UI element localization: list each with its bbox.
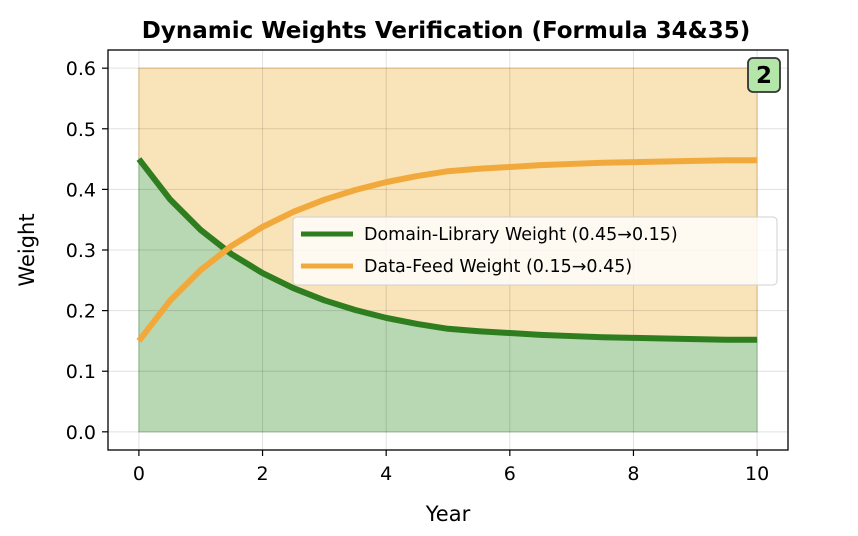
legend-box bbox=[292, 216, 778, 286]
legend-label-domain-library: Domain-Library Weight (0.45→0.15) bbox=[364, 225, 678, 245]
data-feed-line bbox=[136, 157, 758, 343]
x-axis-ticks: 0 2 4 6 8 10 bbox=[133, 450, 769, 485]
y-tick-label: 0.0 bbox=[66, 422, 96, 444]
domain-library-line bbox=[136, 157, 758, 343]
x-tick-label: 8 bbox=[627, 463, 639, 485]
y-tick-label: 0.5 bbox=[66, 119, 96, 141]
x-tick-label: 10 bbox=[745, 463, 769, 485]
legend: Domain-Library Weight (0.45→0.15) Data-F… bbox=[292, 216, 778, 286]
y-tick-label: 0.1 bbox=[66, 361, 96, 383]
chart-number-badge: 2 bbox=[747, 57, 781, 93]
badge-number: 2 bbox=[756, 63, 772, 89]
badge-box bbox=[747, 57, 781, 93]
y-tick-label: 0.4 bbox=[66, 179, 96, 201]
y-axis-label: Weight bbox=[15, 213, 39, 286]
y-tick-label: 0.2 bbox=[66, 301, 96, 323]
x-tick-label: 4 bbox=[380, 463, 392, 485]
y-tick-label: 0.6 bbox=[66, 58, 96, 80]
y-tick-label: 0.3 bbox=[66, 240, 96, 262]
x-tick-label: 2 bbox=[256, 463, 268, 485]
y-axis-ticks: 0.0 0.1 0.2 0.3 0.4 0.5 0.6 bbox=[66, 58, 108, 444]
legend-label-data-feed: Data-Feed Weight (0.15→0.45) bbox=[364, 257, 632, 277]
x-tick-label: 6 bbox=[504, 463, 516, 485]
series-lines bbox=[136, 157, 758, 343]
chart-title: Dynamic Weights Verification (Formula 34… bbox=[142, 18, 750, 44]
x-tick-label: 0 bbox=[133, 463, 145, 485]
x-axis-label: Year bbox=[425, 502, 471, 526]
